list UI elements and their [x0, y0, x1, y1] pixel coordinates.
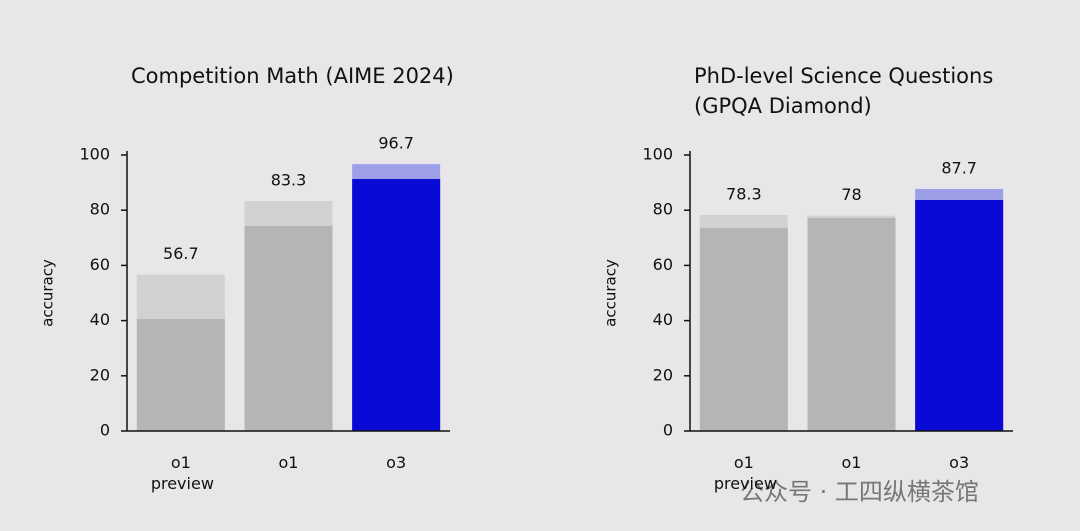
- y-tick-label: 20: [90, 365, 110, 384]
- y-tick-label: 60: [653, 255, 673, 274]
- y-axis-label: accuracy: [602, 259, 620, 327]
- bar: [915, 199, 1004, 431]
- value-label: 78.3: [726, 184, 762, 203]
- x-tick-label: o1 preview: [150, 453, 214, 493]
- bar: [699, 227, 788, 431]
- y-axis-label: accuracy: [39, 259, 57, 327]
- y-tick-label: 100: [642, 145, 673, 164]
- y-tick-label: 40: [653, 310, 673, 329]
- value-label: 78: [841, 185, 861, 204]
- x-tick-label: o1 preview: [713, 453, 777, 493]
- bar: [807, 217, 896, 431]
- x-tick-label: o3: [949, 453, 970, 472]
- chart-title: Competition Math (AIME 2024): [131, 64, 454, 88]
- x-tick-label: o3: [386, 453, 407, 472]
- y-tick-label: 80: [653, 200, 673, 219]
- bar: [244, 225, 333, 431]
- x-tick-label: o1: [278, 453, 299, 472]
- y-tick-label: 100: [79, 145, 110, 164]
- chart-title: PhD-level Science Questions (GPQA Diamon…: [694, 64, 994, 118]
- watermark: 公众号 · 工四纵横茶馆: [740, 478, 979, 506]
- x-tick-label: o1: [841, 453, 862, 472]
- y-tick-label: 20: [653, 365, 673, 384]
- y-tick-label: 0: [100, 421, 110, 440]
- y-tick-label: 40: [90, 310, 110, 329]
- bar: [352, 179, 441, 431]
- value-label: 87.7: [941, 158, 977, 177]
- value-label: 56.7: [163, 244, 199, 263]
- value-label: 83.3: [271, 171, 307, 190]
- value-label: 96.7: [378, 134, 414, 153]
- y-tick-label: 60: [90, 255, 110, 274]
- y-tick-label: 80: [90, 200, 110, 219]
- bar: [136, 318, 225, 431]
- y-tick-label: 0: [663, 421, 673, 440]
